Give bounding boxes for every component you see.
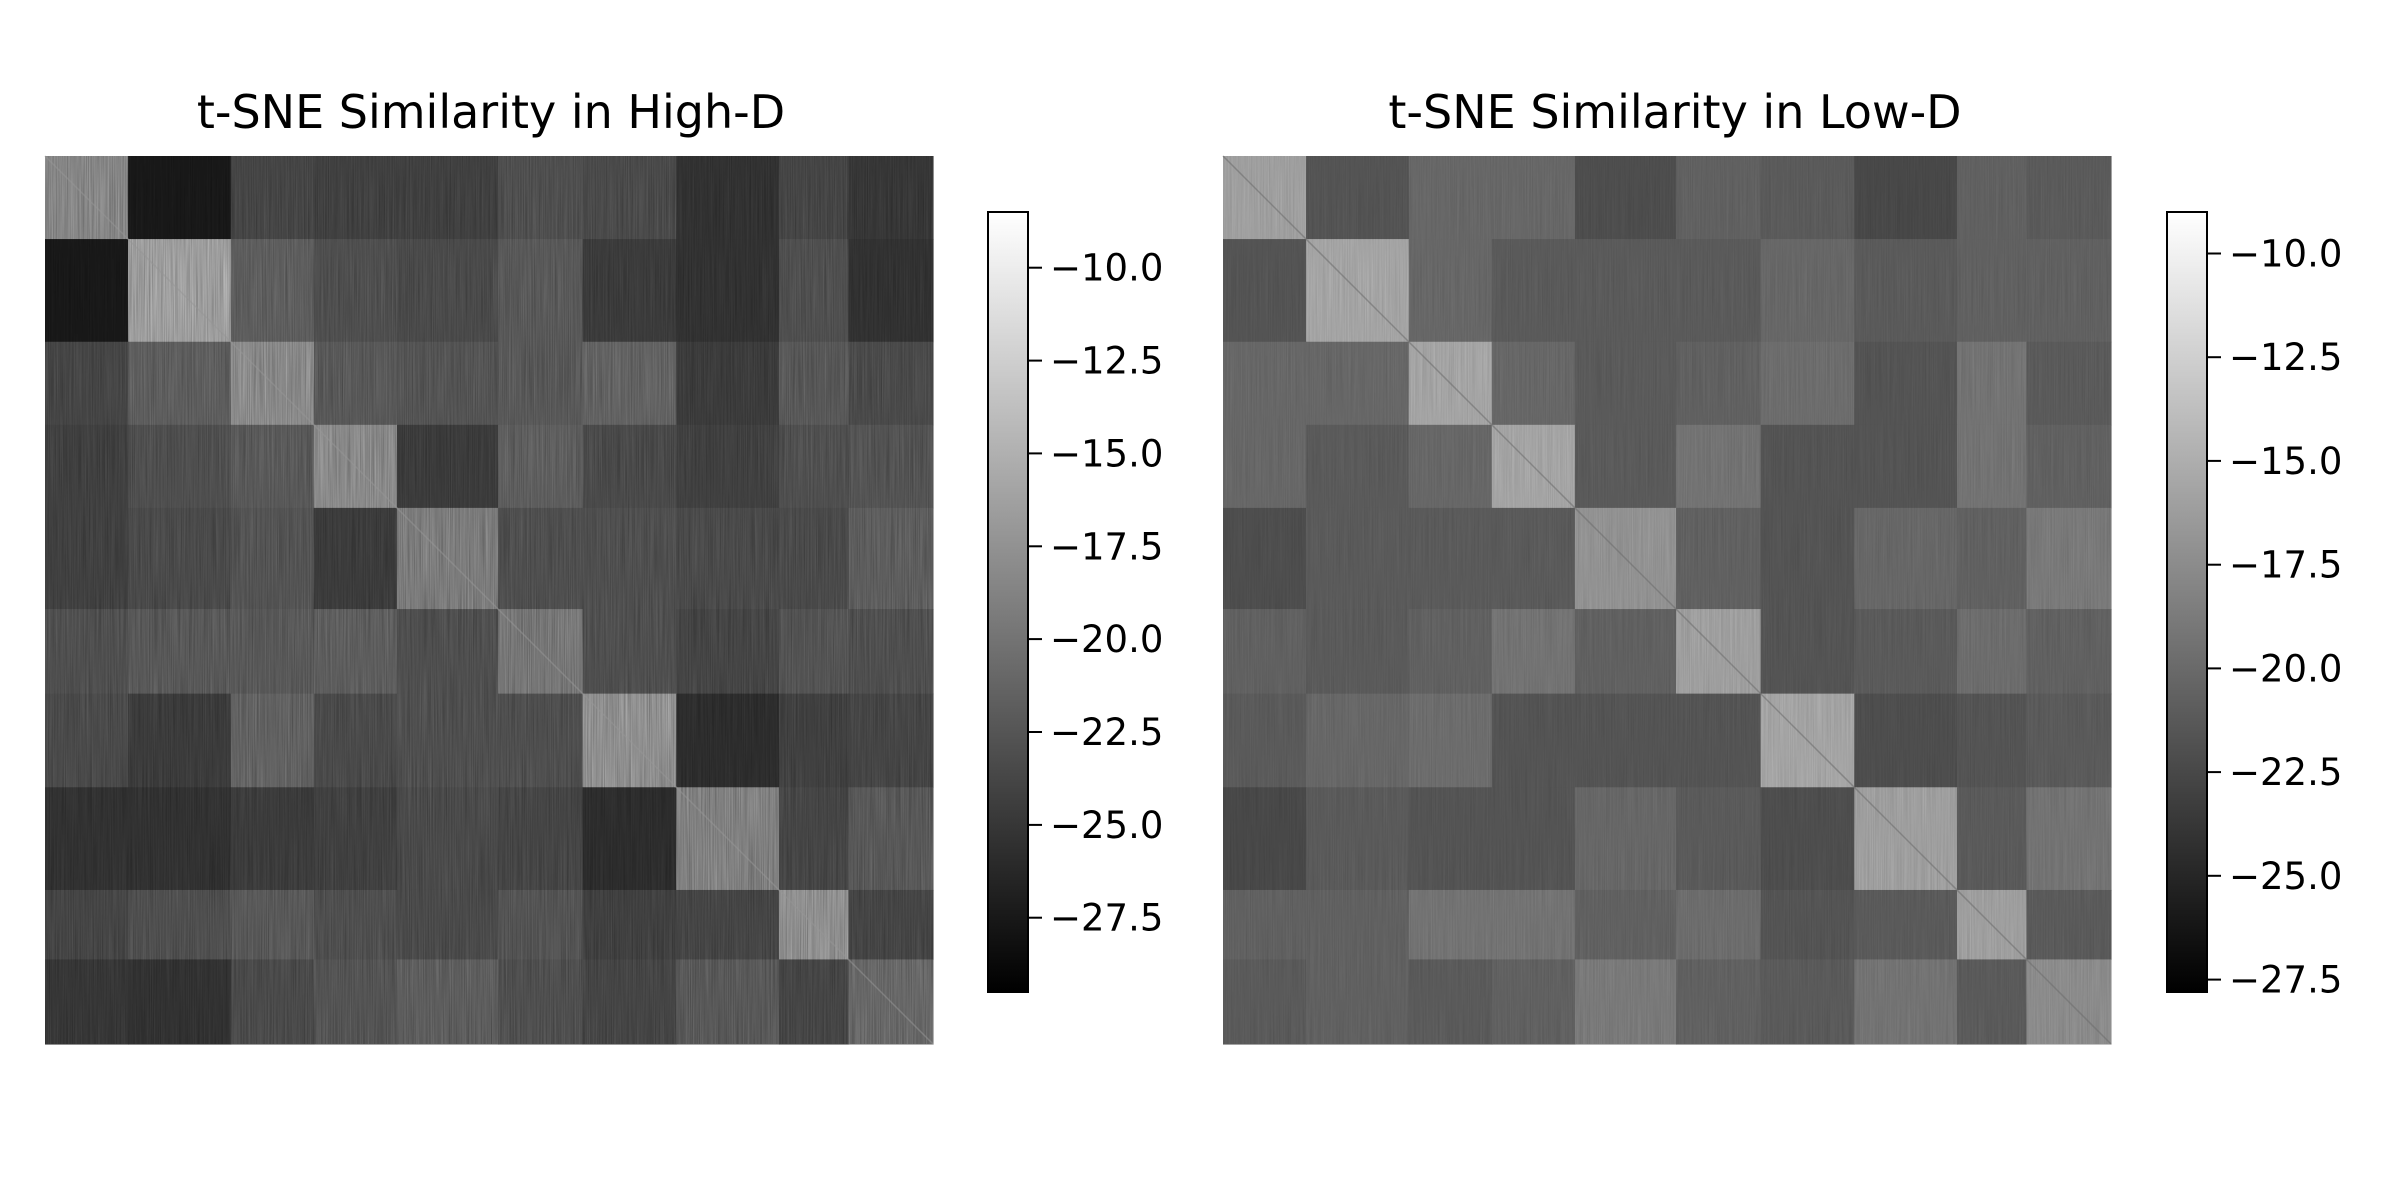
colorbar-tick-label-high-d-7: −27.5 [1050,897,1163,940]
colorbar-tick-label-high-d-0: −10.0 [1050,247,1163,290]
colorbar-tick-label-high-d-6: −25.0 [1050,804,1163,847]
panel-low-d: t-SNE Similarity in Low-D −10.0 −12.5 −15.… [1222,85,2342,1045]
colorbar-tick-label-low-d-2: −15.0 [2229,440,2342,483]
colorbar-gradient-high-d [987,211,1029,993]
colorbar-high-d: −10.0 −12.5 −15.0 −17.5 −20.0 −22.5 −25.0 −27.5 [987,211,1163,993]
colorbar-tick-label-low-d-0: −10.0 [2229,233,2342,276]
colorbar-gradient-low-d [2166,211,2208,993]
colorbar-tick-label-high-d-2: −15.0 [1050,432,1163,475]
colorbar-tick-label-high-d-1: −12.5 [1050,340,1163,383]
colorbar-tick-label-high-d-3: −17.5 [1050,525,1163,568]
heatmap-diagonal-low-d [1222,155,2112,1045]
colorbar-tick-label-high-d-5: −22.5 [1050,711,1163,754]
colorbar-low-d: −10.0 −12.5 −15.0 −17.5 −20.0 −22.5 −25.0 −27.5 [2166,211,2342,1002]
panel-high-d: t-SNE Similarity in High-D −10.0 −12.5 −15… [44,85,1163,1045]
heatmap-diagonal-high-d [44,155,934,1045]
colorbar-tick-label-low-d-7: −27.5 [2229,959,2342,1002]
chart-title-low-d: t-SNE Similarity in Low-D [1388,85,1961,139]
colorbar-tick-label-low-d-4: −20.0 [2229,647,2342,690]
heatmap-high-d [44,155,934,1045]
heatmap-low-d [1222,155,2112,1045]
colorbar-tick-label-low-d-3: −17.5 [2229,544,2342,587]
colorbar-tick-label-low-d-5: −22.5 [2229,751,2342,794]
colorbar-tick-label-low-d-6: −25.0 [2229,855,2342,898]
colorbar-tick-label-high-d-4: −20.0 [1050,618,1163,661]
colorbar-tick-label-low-d-1: −12.5 [2229,336,2342,379]
chart-title-high-d: t-SNE Similarity in High-D [197,85,785,139]
